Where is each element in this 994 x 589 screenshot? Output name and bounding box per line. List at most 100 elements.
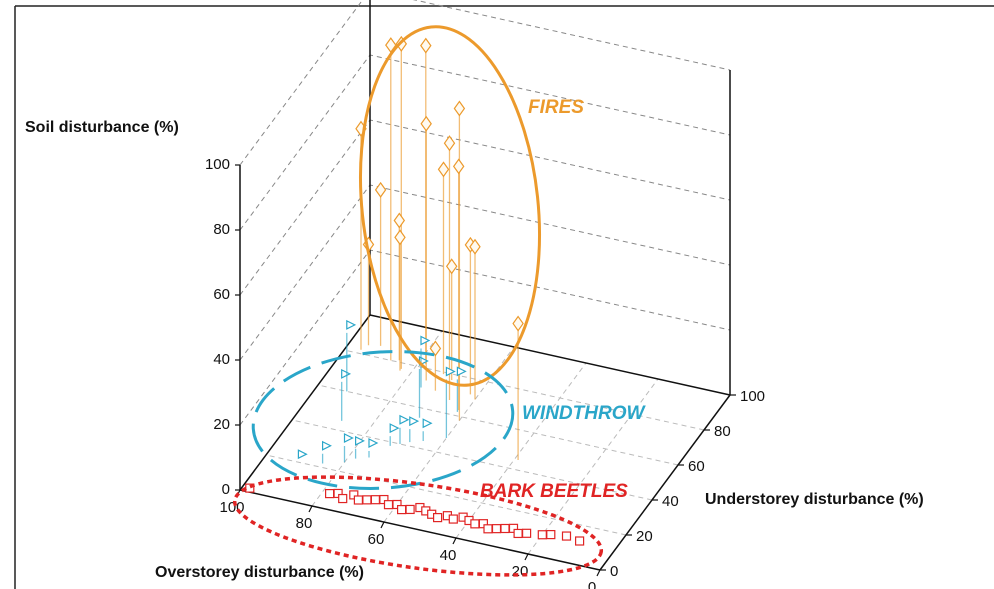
- point: [392, 499, 402, 510]
- y-tick-label: 20: [636, 528, 653, 545]
- x-tick-label: 20: [512, 563, 529, 580]
- point: [561, 531, 572, 541]
- point: [341, 368, 352, 379]
- z-tick-label: 40: [213, 351, 230, 368]
- point: [322, 440, 332, 451]
- grid-line: [455, 362, 587, 539]
- z-tick-label: 100: [205, 156, 230, 173]
- grid-line: [527, 378, 659, 555]
- grid-line: [291, 419, 653, 501]
- windthrow-ellipse: [251, 350, 515, 490]
- y-tick-label: 100: [740, 388, 765, 405]
- x-tick: [596, 569, 601, 577]
- point: [422, 418, 433, 429]
- point: [445, 258, 458, 275]
- point: [513, 528, 523, 539]
- grid-line: [239, 184, 731, 361]
- point: [445, 366, 456, 377]
- z-tick-label: 0: [222, 481, 230, 498]
- marks: [245, 35, 585, 546]
- z-axis-title: Soil disturbance (%): [25, 119, 179, 136]
- x-tick: [308, 505, 313, 513]
- grid-line: [317, 384, 679, 466]
- axis-line: [599, 394, 731, 571]
- x-tick-label: 40: [440, 547, 457, 564]
- grid: [239, 0, 731, 555]
- y-tick-label: 60: [688, 458, 705, 475]
- point: [574, 536, 585, 546]
- x-tick-label: 100: [219, 499, 244, 516]
- point: [420, 37, 432, 54]
- point: [437, 161, 450, 178]
- point: [420, 335, 431, 346]
- x-tick: [524, 553, 529, 561]
- point: [491, 524, 502, 534]
- point: [343, 433, 354, 443]
- point: [469, 238, 481, 255]
- point: [512, 315, 524, 332]
- point: [338, 493, 348, 504]
- point: [452, 158, 465, 175]
- point: [405, 504, 415, 515]
- bark-beetles-ellipse: [232, 475, 604, 577]
- point: [379, 494, 389, 505]
- x-tick-label: 0: [588, 579, 596, 589]
- point: [346, 319, 357, 330]
- point: [393, 212, 406, 229]
- y-tick-label: 0: [610, 563, 618, 580]
- point: [546, 529, 556, 540]
- point: [443, 135, 456, 152]
- grid-line: [343, 349, 705, 431]
- point: [297, 449, 308, 460]
- x-axis-title: Overstorey disturbance (%): [155, 564, 364, 581]
- point: [483, 524, 493, 534]
- y-tick-label: 40: [662, 493, 679, 510]
- x-tick: [452, 537, 457, 545]
- x-tick-label: 80: [296, 515, 313, 532]
- point: [456, 366, 467, 377]
- point: [478, 519, 488, 529]
- x-tick: [380, 521, 385, 529]
- fires-ellipse: [358, 25, 542, 387]
- point: [537, 530, 547, 540]
- axis-line: [239, 489, 601, 571]
- point: [397, 505, 407, 515]
- point: [355, 435, 365, 446]
- z-tick-label: 80: [213, 221, 230, 238]
- point: [453, 100, 466, 117]
- point: [521, 528, 532, 538]
- point: [368, 438, 379, 448]
- y-axis-title: Understorey disturbance (%): [705, 491, 924, 508]
- z-tick-label: 20: [213, 416, 230, 433]
- grid-line: [239, 249, 731, 426]
- grid-line: [265, 454, 627, 536]
- group-label: WINDTHROW: [522, 403, 646, 424]
- point: [325, 489, 335, 499]
- point: [399, 414, 410, 425]
- point: [409, 416, 420, 427]
- x-tick-label: 60: [368, 531, 385, 548]
- grid-line: [239, 0, 731, 166]
- point: [429, 340, 442, 357]
- point: [470, 519, 480, 529]
- z-tick-label: 60: [213, 286, 230, 303]
- point: [374, 181, 387, 198]
- axis-line: [369, 314, 731, 396]
- point: [448, 514, 458, 524]
- group-label: BARK BEETLES: [480, 481, 628, 502]
- point: [420, 115, 432, 132]
- point: [362, 495, 372, 505]
- point: [500, 523, 510, 534]
- group-label: FIRES: [528, 97, 584, 118]
- point: [349, 490, 359, 500]
- axis-line: [239, 314, 371, 491]
- point: [383, 500, 394, 510]
- point: [353, 495, 363, 505]
- point: [394, 229, 406, 246]
- grid-line: [239, 54, 731, 231]
- point: [389, 423, 400, 434]
- point: [433, 512, 443, 523]
- y-tick-label: 80: [714, 423, 731, 440]
